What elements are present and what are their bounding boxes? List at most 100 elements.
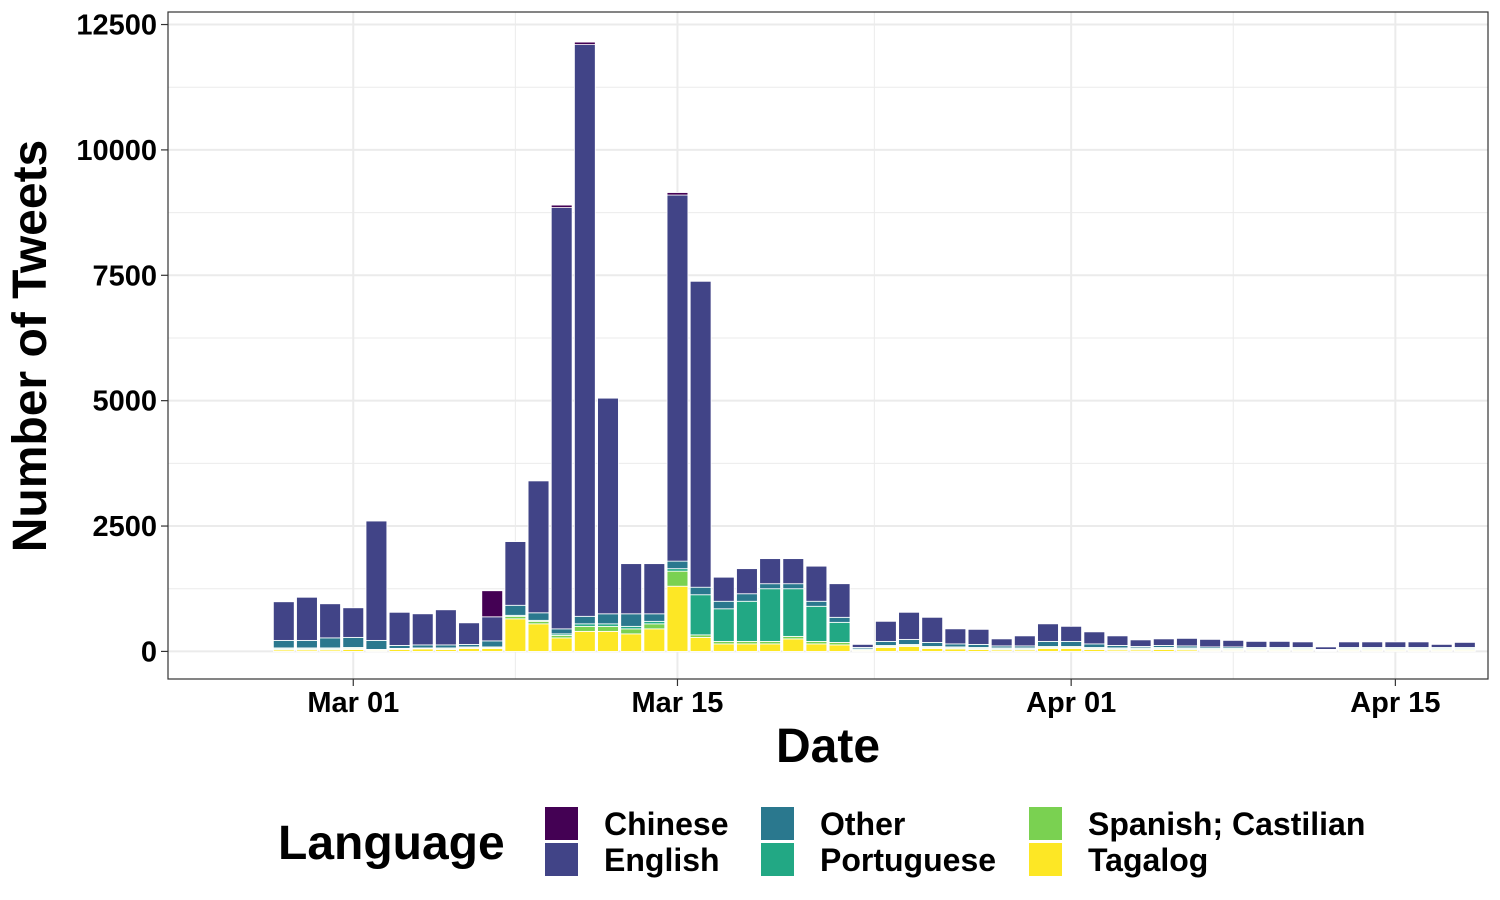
bar-segment: [782, 583, 805, 590]
x-axis: Mar 01 Mar 15 Apr 01 Apr 15: [307, 679, 1441, 719]
grid-minor: [168, 12, 1488, 679]
bar-segment: [1129, 639, 1152, 647]
y-tick-label: 2500: [92, 511, 157, 543]
bar-segment: [365, 639, 388, 650]
bar-segment: [782, 638, 805, 652]
bar-segment: [851, 643, 874, 648]
bar-segment: [1384, 641, 1407, 648]
bar-segment: [272, 601, 295, 641]
bar-segment: [944, 643, 967, 648]
bar-segment: [435, 609, 457, 646]
bar-segment: [828, 616, 851, 623]
bars: [272, 41, 1476, 652]
bar-segment: [736, 593, 758, 602]
x-tick-label: Apr 01: [1026, 687, 1116, 719]
bar-segment: [597, 613, 619, 625]
bar-segment: [1315, 646, 1337, 650]
legend-label: Chinese: [604, 806, 728, 842]
bar-segment: [527, 612, 550, 621]
legend-title: Language: [278, 817, 505, 870]
bar-segment: [759, 558, 781, 585]
bar-segment: [1268, 640, 1291, 648]
legend-key: [761, 807, 794, 840]
bar-segment: [712, 600, 735, 610]
y-axis-title: Number of Tweets: [4, 140, 57, 553]
legend-label: Portuguese: [820, 842, 996, 878]
bar-segment: [574, 625, 596, 632]
bar-segment: [620, 633, 642, 652]
bar-segment: [643, 613, 666, 622]
bar-segment: [736, 600, 758, 642]
bar-segment: [388, 611, 411, 646]
bar-segment: [481, 648, 504, 652]
bar-segment: [620, 628, 642, 635]
bar-segment: [759, 583, 781, 590]
bar-segment: [550, 207, 573, 630]
bar-segment: [875, 640, 897, 646]
bar-segment: [620, 563, 642, 615]
bar-segment: [666, 192, 689, 196]
bar-segment: [782, 558, 805, 585]
bar-segment: [342, 607, 365, 638]
bar-segment: [967, 628, 990, 645]
bar-segment: [990, 638, 1013, 647]
y-axis: 0 2500 5000 7500 10000 12500: [76, 10, 168, 668]
bar-segment: [828, 583, 851, 618]
bar-segment: [666, 585, 689, 652]
bar-segment: [296, 639, 318, 649]
legend-key: [545, 807, 578, 840]
bar-segment: [1176, 637, 1198, 647]
bar-segment: [481, 590, 504, 618]
x-tick-label: Mar 15: [632, 687, 724, 719]
bar-segment: [666, 194, 689, 562]
bar-segment: [666, 560, 689, 570]
bar-segment: [1106, 635, 1129, 646]
bar-segment: [550, 628, 573, 635]
bar-segment: [944, 628, 967, 645]
bar-segment: [1060, 648, 1082, 652]
legend-label: Other: [820, 806, 905, 842]
bar-segment: [805, 565, 828, 602]
bar-segment: [782, 588, 805, 637]
bar-segment: [550, 637, 573, 652]
bar-segment: [319, 603, 341, 639]
bar-segment: [1199, 638, 1221, 648]
bar-segment: [875, 647, 897, 652]
bar-segment: [712, 576, 735, 602]
bar-segment: [898, 638, 920, 645]
bar-segment: [921, 641, 944, 647]
bar-segment: [759, 588, 781, 642]
bar-segment: [388, 644, 411, 649]
bar-segment: [342, 636, 365, 648]
bar-segment: [597, 630, 619, 652]
bar-segment: [1407, 641, 1430, 648]
bar-segment: [296, 596, 318, 641]
bar-segment: [805, 643, 828, 652]
bar-segment: [1083, 643, 1106, 648]
bar-segment: [689, 636, 712, 652]
bar-segment: [1083, 631, 1106, 645]
bar-segment: [689, 594, 712, 636]
bar-segment: [921, 616, 944, 643]
bar-segment: [1222, 639, 1245, 648]
bar-segment: [504, 541, 527, 606]
bar-segment: [597, 625, 619, 632]
bar-segment: [458, 622, 480, 645]
bar-segment: [527, 480, 550, 614]
bar-segment: [643, 623, 666, 630]
bar-segment: [574, 41, 596, 45]
bar-segment: [435, 644, 457, 649]
x-tick-label: Mar 01: [307, 687, 399, 719]
bar-segment: [1152, 638, 1175, 646]
bar-segment: [1338, 641, 1360, 648]
bar-segment: [411, 644, 434, 649]
bar-segment: [1060, 640, 1082, 647]
bar-segment: [550, 204, 573, 208]
bar-segment: [527, 623, 550, 652]
bar-segment: [574, 615, 596, 625]
bar-segment: [1037, 648, 1059, 652]
y-tick-label: 7500: [92, 260, 157, 292]
bar-segment: [736, 643, 758, 652]
bar-segment: [574, 630, 596, 652]
